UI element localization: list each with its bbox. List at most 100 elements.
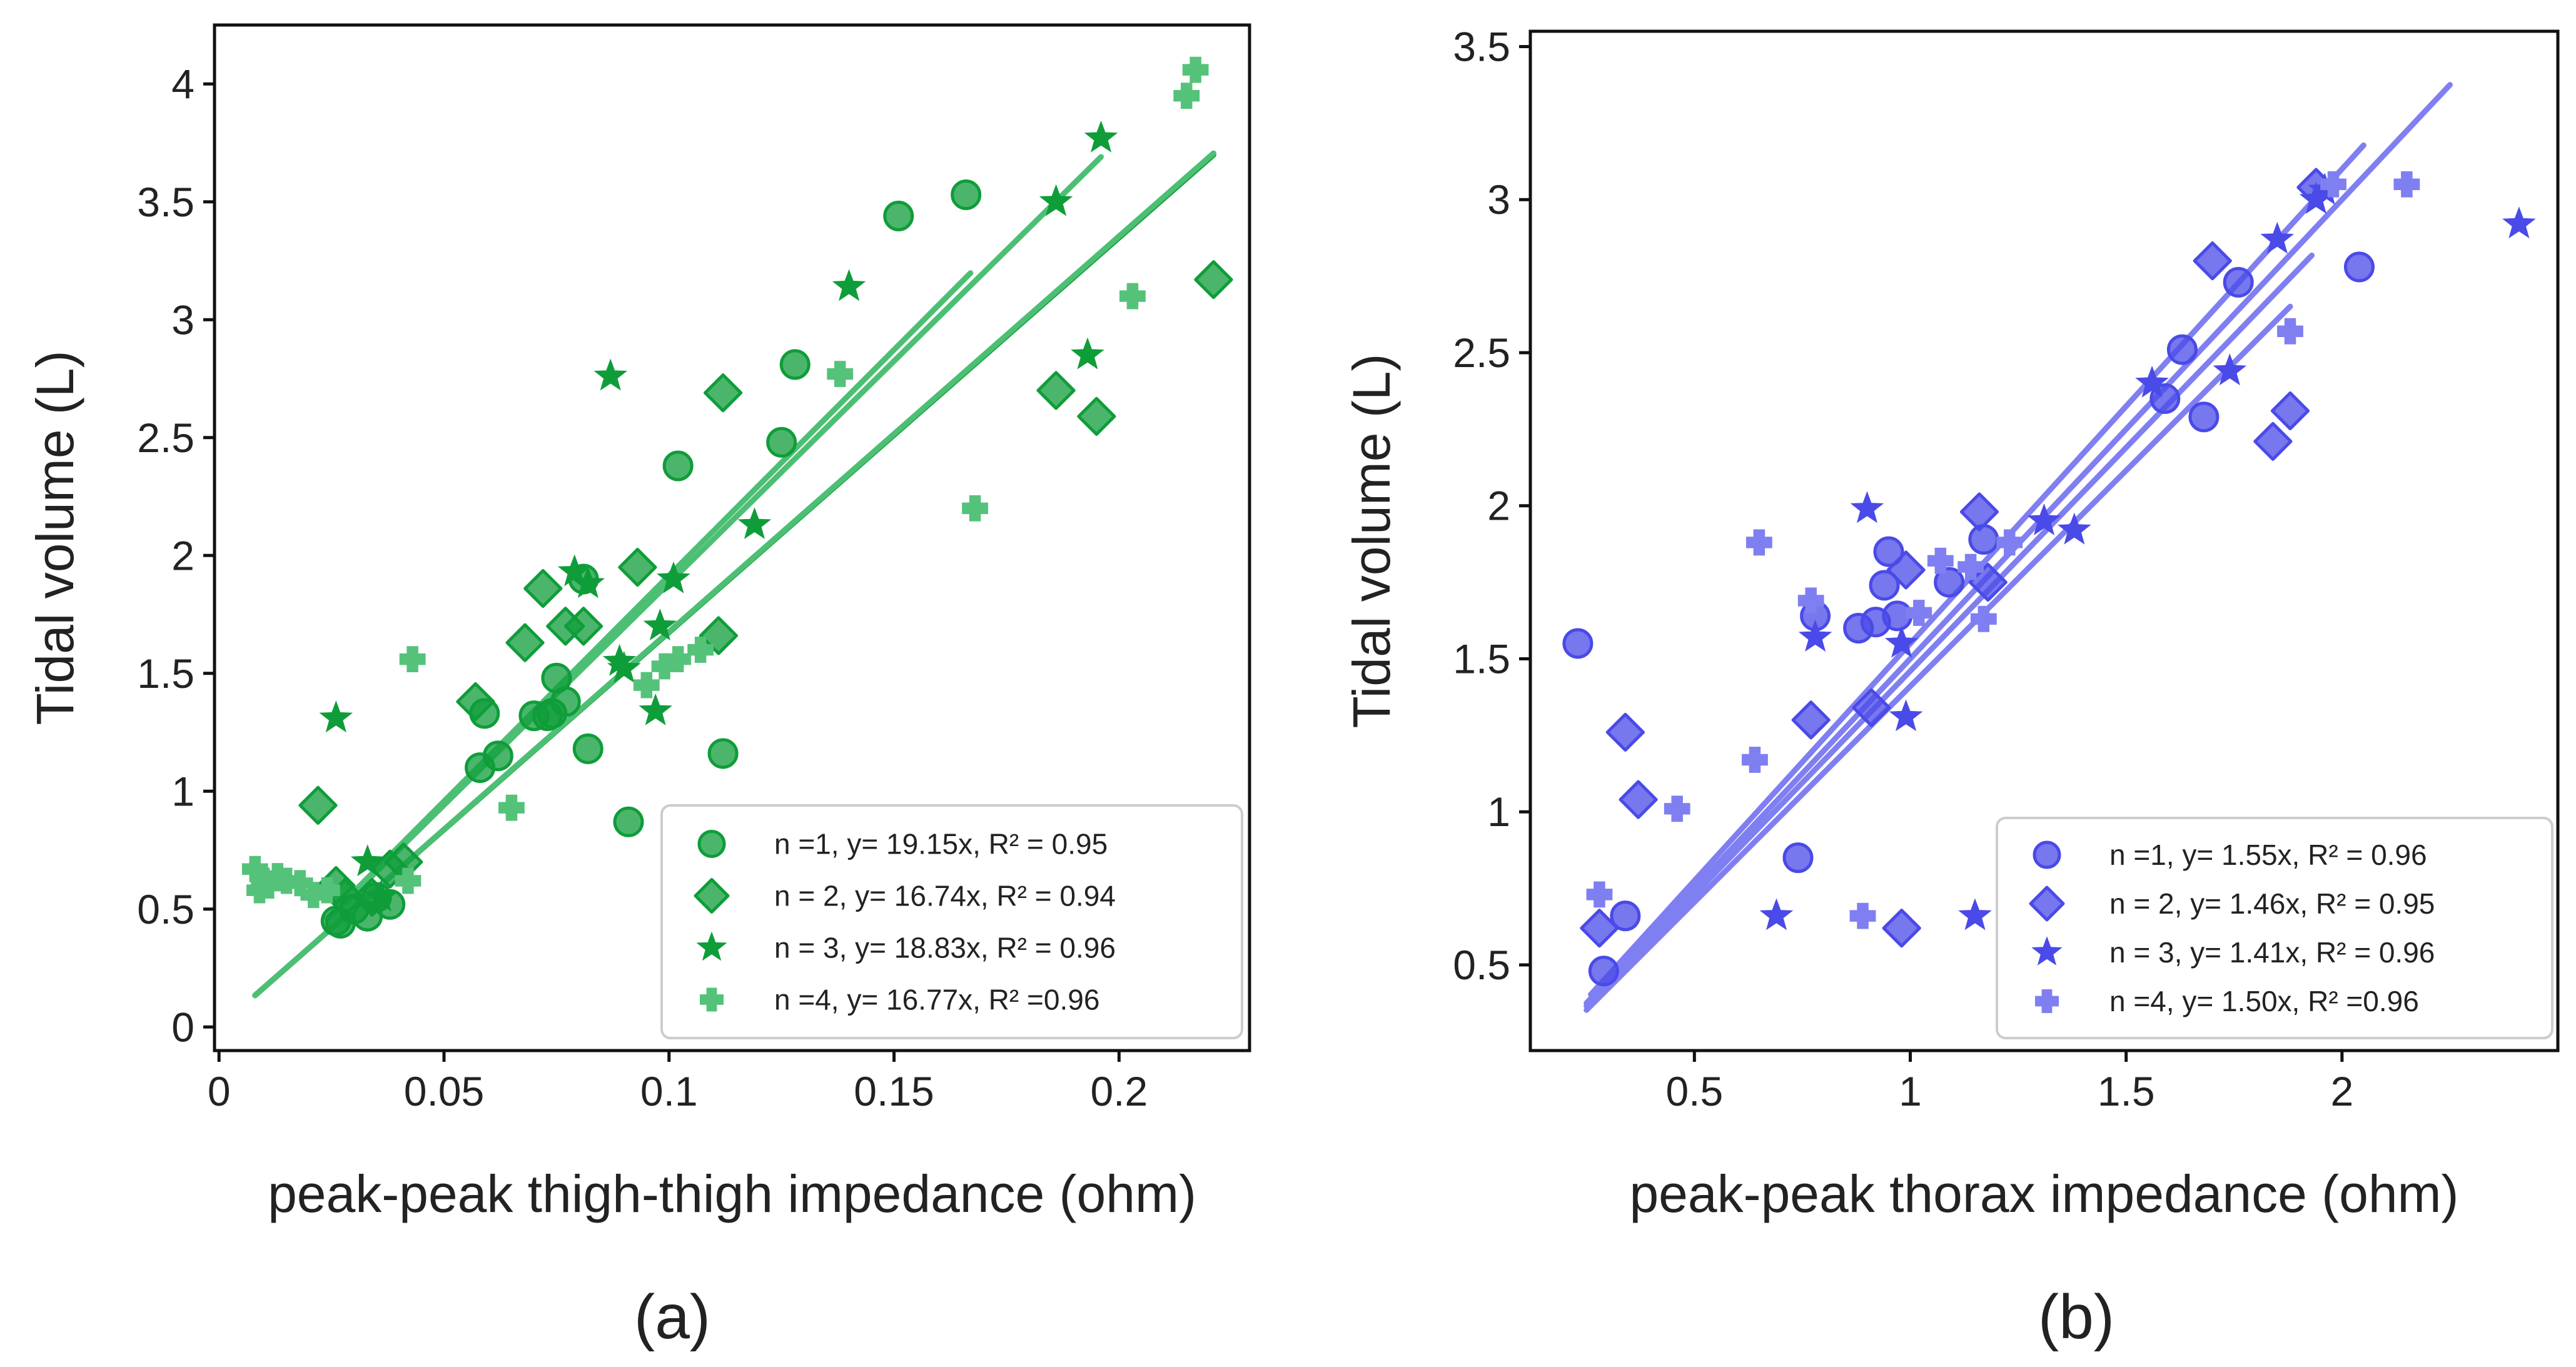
y-tick-label: 0 <box>171 1004 194 1050</box>
x-tick-label: 0 <box>208 1068 231 1114</box>
plot-area <box>241 56 1233 999</box>
data-point-series-1 <box>883 200 914 231</box>
data-point-series-3 <box>737 507 772 540</box>
data-point-series-1 <box>1782 842 1814 874</box>
y-tick-label: 3.5 <box>137 179 194 225</box>
data-point-series-1 <box>779 349 811 380</box>
data-point-series-3 <box>607 651 641 684</box>
data-point-series-3 <box>1071 337 1104 370</box>
x-tick-label: 0.15 <box>854 1068 934 1114</box>
y-axis-label: Tidal volume (L) <box>1342 353 1401 728</box>
data-point-series-2 <box>1077 396 1116 436</box>
x-tick-label: 0.1 <box>640 1068 698 1114</box>
data-point-series-3 <box>2135 365 2169 398</box>
legend-entry-label: n = 2, y= 16.74x, R² = 0.94 <box>774 880 1116 912</box>
y-tick-label: 2.5 <box>137 415 194 461</box>
legend-box <box>1996 817 2553 1039</box>
data-point-series-1 <box>1934 567 1965 598</box>
data-point-series-2 <box>618 548 657 587</box>
legend-marker-series-2 <box>694 878 730 914</box>
legend-entry-label: n =4, y= 1.50x, R² =0.96 <box>2109 985 2419 1017</box>
data-point-series-4 <box>1173 83 1200 109</box>
y-tick-label: 0.5 <box>1453 942 1510 988</box>
panel-caption: (b) <box>2038 1282 2114 1352</box>
y-tick-label: 2 <box>1487 483 1510 529</box>
data-point-series-4 <box>395 867 422 894</box>
data-point-series-1 <box>482 740 513 772</box>
data-point-series-1 <box>572 733 604 764</box>
data-point-series-3 <box>350 844 385 877</box>
y-axis-label: Tidal volume (L) <box>26 350 84 725</box>
x-tick-label: 0.2 <box>1090 1068 1148 1114</box>
data-point-series-3 <box>2502 206 2536 239</box>
data-point-series-2 <box>456 682 495 722</box>
fit-line-series-2 <box>1583 252 2315 1009</box>
data-point-series-1 <box>1562 628 1594 659</box>
data-point-series-4 <box>2393 171 2420 198</box>
data-point-series-1 <box>1588 956 1619 987</box>
data-point-series-2 <box>1194 260 1233 300</box>
data-point-series-4 <box>1996 529 2023 556</box>
data-point-series-4 <box>1664 795 1690 822</box>
x-axis-label: peak-peak thigh-thigh impedance (ohm) <box>268 1164 1196 1223</box>
data-point-series-3 <box>571 566 605 598</box>
axes-frame <box>1528 29 2560 1052</box>
data-point-series-3 <box>1884 625 1919 658</box>
data-point-series-3 <box>1958 898 1992 931</box>
data-point-series-3 <box>639 693 672 725</box>
axes-frame <box>213 23 1251 1052</box>
data-point-series-1 <box>613 806 644 837</box>
data-point-series-4 <box>1957 553 1984 580</box>
data-point-series-1 <box>662 450 694 482</box>
data-point-series-3 <box>1889 699 1923 732</box>
x-axis-label: peak-peak thorax impedance (ohm) <box>1629 1164 2458 1223</box>
y-tick-label: 1 <box>1487 789 1510 835</box>
data-point-series-1 <box>1968 524 1999 555</box>
data-point-series-4 <box>313 877 340 904</box>
data-point-series-2 <box>2270 391 2310 431</box>
data-point-series-3 <box>657 561 690 593</box>
data-point-series-4 <box>1745 529 1772 556</box>
data-point-series-4 <box>1906 600 1932 626</box>
data-point-series-4 <box>399 646 426 673</box>
panel-caption: (a) <box>634 1282 710 1352</box>
y-tick-label: 2.5 <box>1453 330 1510 376</box>
data-point-series-4 <box>1970 605 1997 632</box>
data-point-series-2 <box>1852 688 1891 727</box>
x-tick-label: 1.5 <box>2098 1068 2155 1114</box>
data-point-series-1 <box>1869 570 1900 601</box>
y-tick-label: 3 <box>1487 176 1510 223</box>
legend-entry-label: n = 2, y= 1.46x, R² = 0.95 <box>2109 887 2435 920</box>
data-point-series-4 <box>687 637 714 663</box>
legend-marker-series-1 <box>2033 840 2061 869</box>
legend-box <box>660 804 1243 1039</box>
data-point-series-4 <box>962 495 988 522</box>
x-tick-label: 2 <box>2330 1068 2353 1114</box>
data-point-series-2 <box>1959 492 1999 532</box>
data-point-series-3 <box>2260 221 2295 254</box>
panel-a: 0 0.05 0.1 0.15 0.2 0 0.5 1 1.5 2 2.5 3 3.5 4 peak-pea… <box>26 23 1251 1352</box>
data-point-series-2 <box>298 785 338 825</box>
data-point-series-2 <box>2193 241 2232 281</box>
data-point-series-1 <box>1873 536 1904 567</box>
data-point-series-4 <box>1182 56 1209 83</box>
legend-marker-series-3 <box>2031 936 2063 966</box>
fit-line-series-3 <box>1583 303 2293 1013</box>
data-point-series-2 <box>563 607 604 646</box>
data-point-series-2 <box>523 568 563 608</box>
data-point-series-2 <box>2253 421 2293 462</box>
data-point-series-3 <box>364 879 398 912</box>
data-point-series-3 <box>832 269 866 301</box>
data-point-series-1 <box>550 686 581 717</box>
data-point-series-1 <box>766 426 797 458</box>
data-point-series-1 <box>2188 401 2220 433</box>
x-tick-label: 0.5 <box>1665 1068 1723 1114</box>
data-point-series-4 <box>2277 318 2303 345</box>
legend-entry-label: n =1, y= 19.15x, R² = 0.95 <box>774 828 1108 860</box>
legend-marker-series-4 <box>2035 989 2059 1013</box>
y-tick-label: 1.5 <box>1453 635 1510 682</box>
data-point-series-3 <box>593 358 628 391</box>
data-point-series-4 <box>1586 881 1613 908</box>
y-tick-label: 3.5 <box>1453 23 1510 69</box>
